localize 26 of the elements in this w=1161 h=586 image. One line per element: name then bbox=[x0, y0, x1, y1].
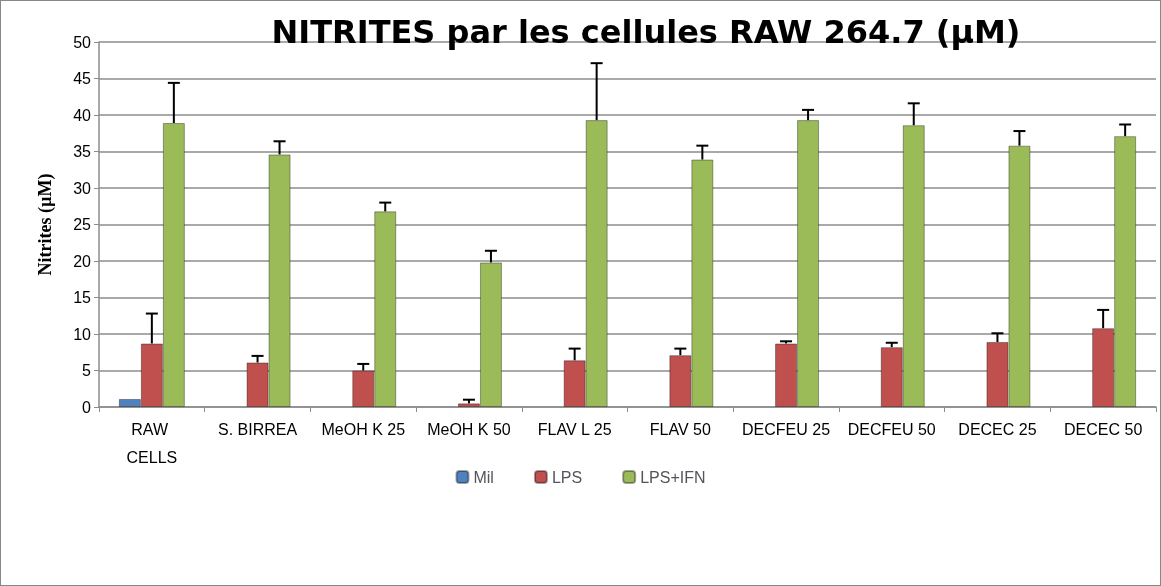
y-tick-label: 0 bbox=[82, 398, 92, 416]
x-tick-label: DECEC 50 bbox=[1064, 420, 1143, 438]
y-tick-label: 25 bbox=[73, 216, 92, 233]
x-tick-label: MeOH K 25 bbox=[321, 420, 406, 438]
y-tick-label: 45 bbox=[73, 70, 92, 87]
y-tick-label: 50 bbox=[73, 33, 92, 51]
legend-label: LPS+IFN bbox=[640, 468, 706, 486]
x-tick-label: DECFEU 50 bbox=[847, 420, 936, 438]
x-tick-label: FLAV 50 bbox=[649, 420, 711, 438]
x-tick-label: FLAV L 25 bbox=[537, 420, 612, 438]
y-axis-title: Nitrites (µM) bbox=[35, 173, 56, 276]
y-tick-label: 10 bbox=[73, 325, 92, 343]
y-tick-label: 40 bbox=[73, 106, 92, 124]
y-tick-label: 30 bbox=[73, 179, 92, 197]
x-tick-label: MeOH K 50 bbox=[427, 420, 511, 438]
y-tick-label: 15 bbox=[73, 289, 92, 306]
x-tick-label: DECEC 25 bbox=[958, 420, 1037, 438]
x-tick-label: S. BIRREA bbox=[217, 420, 298, 438]
y-tick-label: 20 bbox=[73, 252, 92, 270]
y-tick-label: 35 bbox=[73, 143, 92, 160]
y-tick-label: 5 bbox=[82, 362, 92, 379]
legend-label: LPS bbox=[551, 468, 583, 486]
x-tick-label: DECFEU 25 bbox=[742, 420, 831, 438]
chart-title: NITRITES par les cellules RAW 264.7 (µM) bbox=[271, 13, 1021, 51]
x-tick-label: RAW CELLS bbox=[126, 420, 178, 466]
legend-label: Mil bbox=[473, 468, 494, 486]
